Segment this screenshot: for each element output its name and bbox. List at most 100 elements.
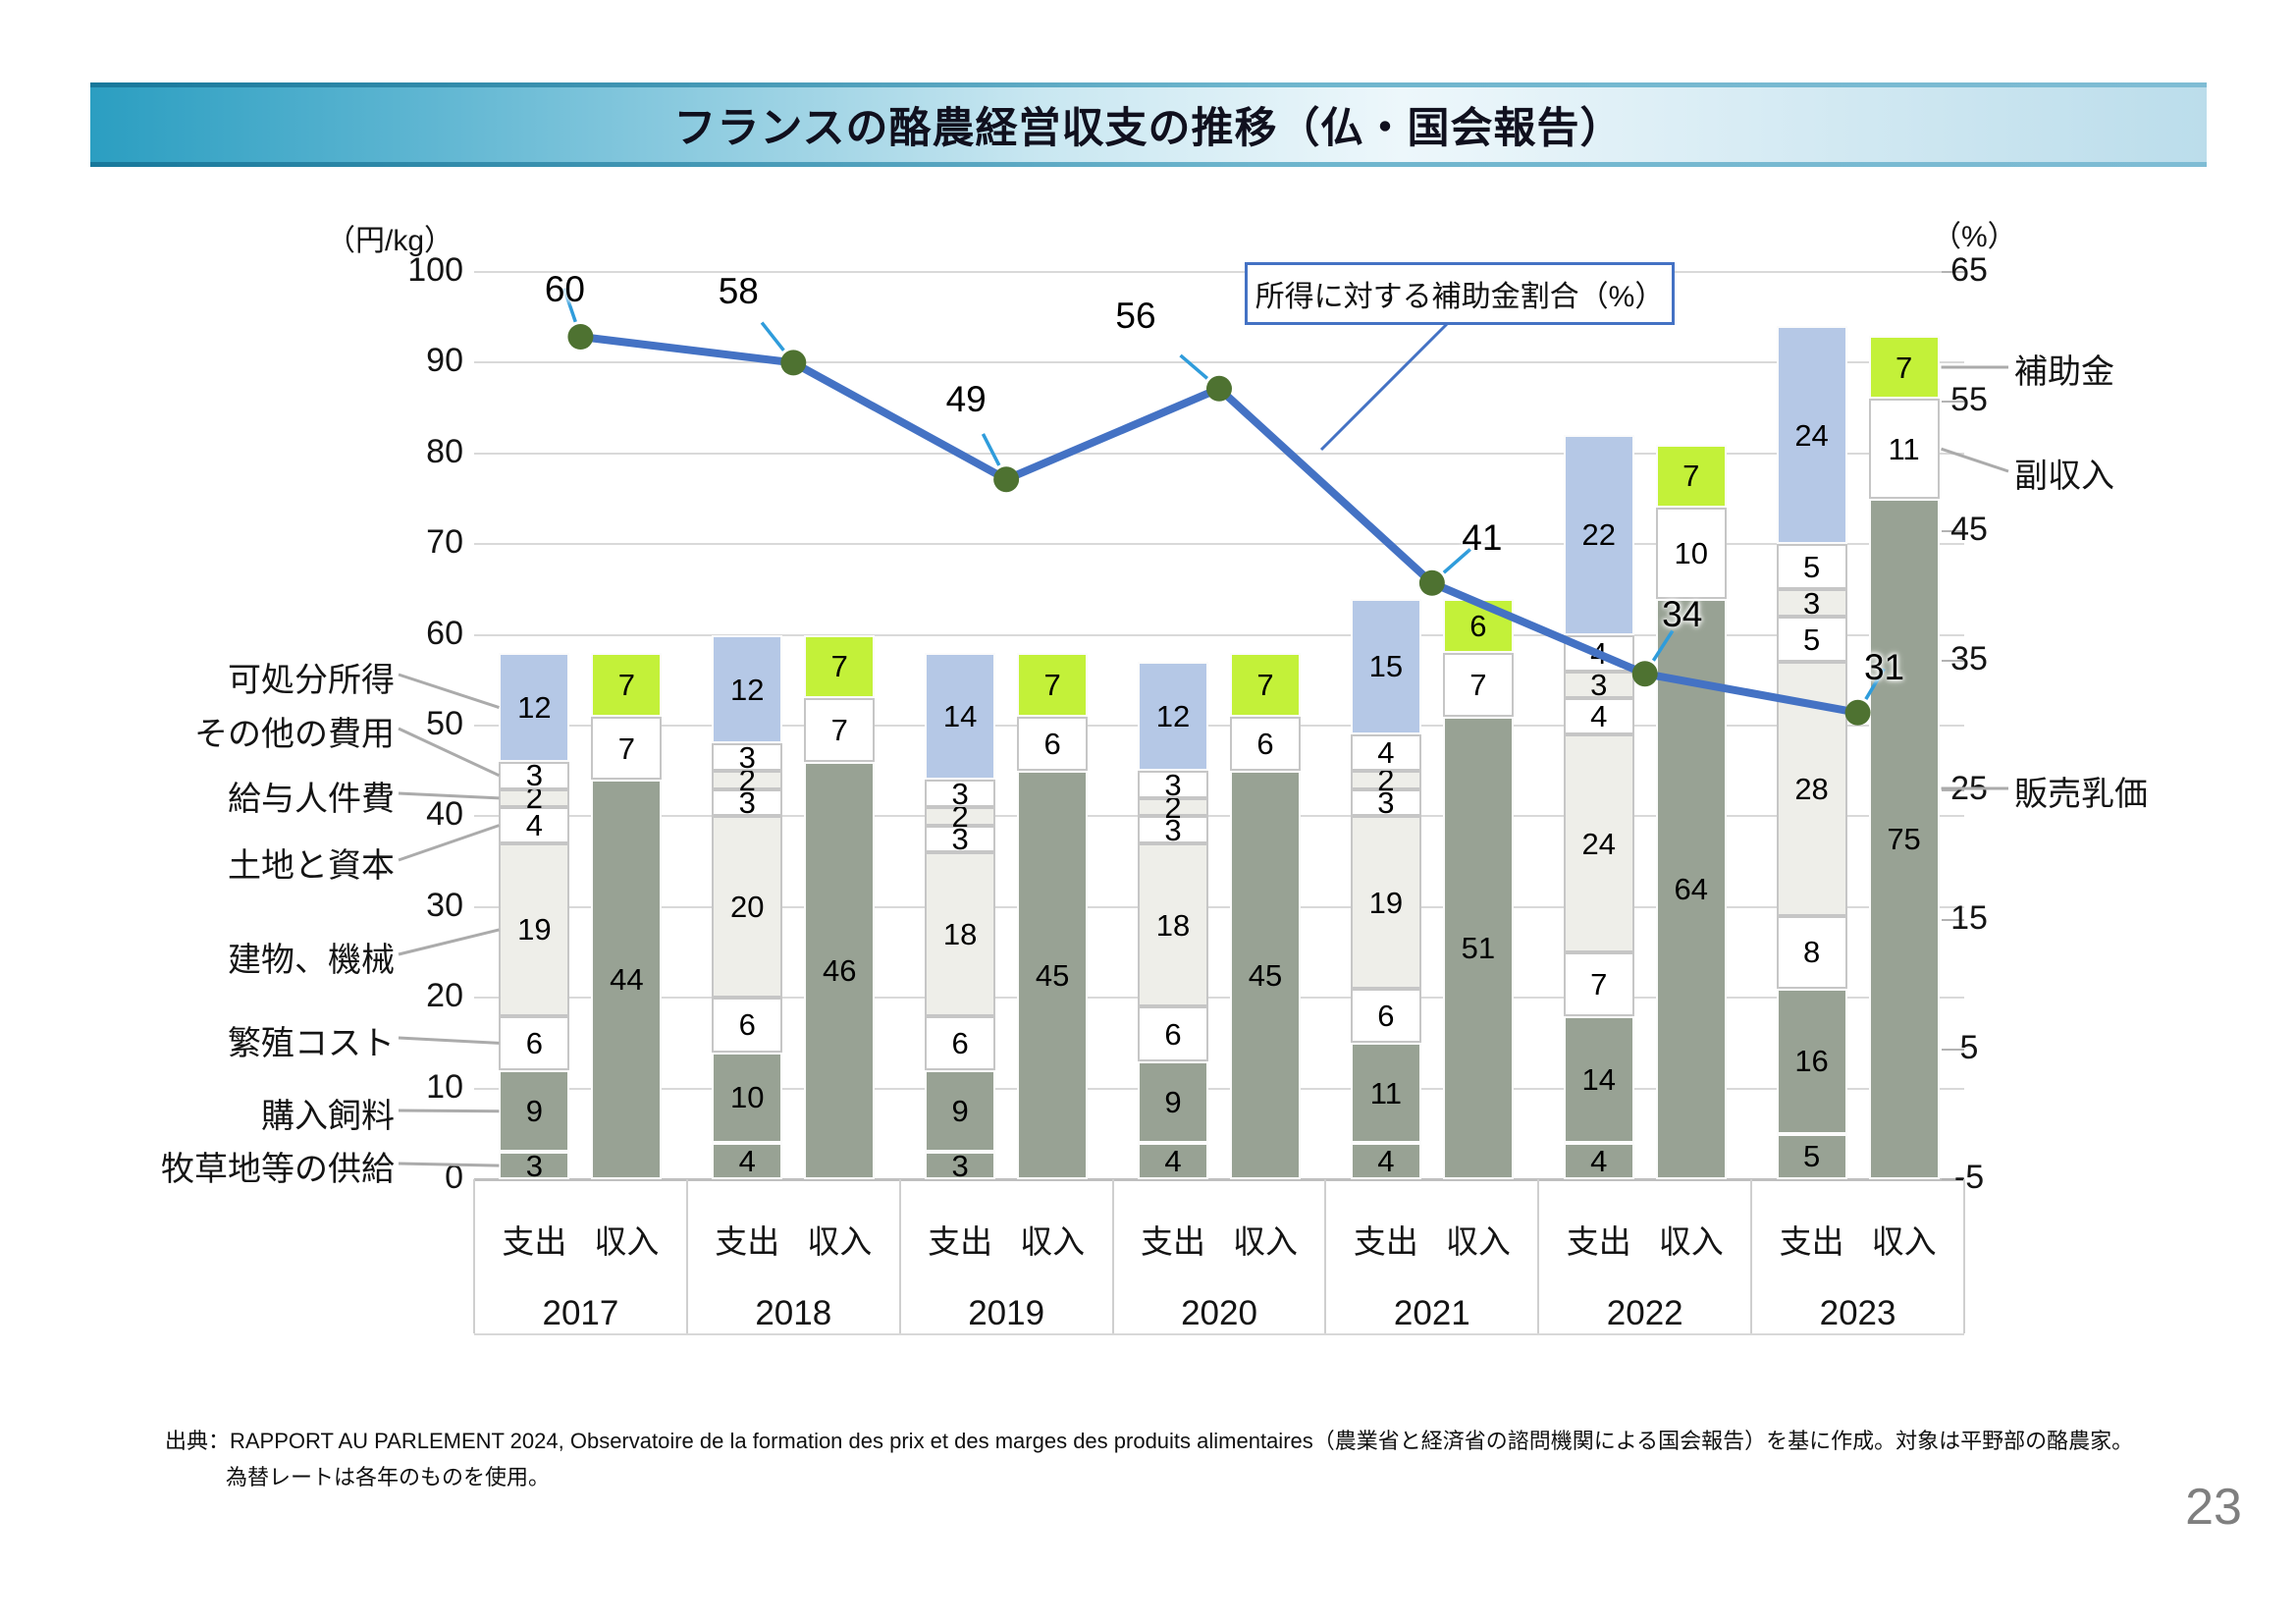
- category-separator: [1537, 1179, 1540, 1333]
- legend-label-income: 補助金: [2014, 353, 2114, 391]
- legend-label-expense: 牧草地等の供給: [161, 1151, 395, 1188]
- bar-segment-value: 7: [830, 649, 848, 684]
- bar-label-income: 収入: [1658, 1223, 1724, 1260]
- line-marker: [1418, 569, 1445, 596]
- bar-segment-value: 2: [525, 781, 544, 816]
- legend-label-expense: 可処分所得: [228, 662, 395, 699]
- expense-bar-segment: 3: [1138, 815, 1208, 845]
- expense-bar-segment: 14: [1563, 1015, 1634, 1144]
- right-axis-tick: [1942, 660, 1964, 662]
- gridline: [474, 997, 1964, 1000]
- bar-segment-value: 24: [1794, 417, 1829, 453]
- bar-segment-value: 2: [738, 762, 756, 797]
- expense-bar-segment: 3: [1776, 588, 1847, 619]
- year-label: 2021: [1393, 1294, 1470, 1332]
- bar-label-income: 収入: [1871, 1223, 1937, 1260]
- data-label-leader: [760, 321, 785, 352]
- expense-bar-segment: 4: [1563, 1143, 1634, 1179]
- left-axis-tick-label: 60: [426, 614, 463, 652]
- income-bar-segment: 51: [1442, 716, 1514, 1179]
- category-separator: [473, 1179, 475, 1333]
- bar-segment-value: 16: [1794, 1044, 1829, 1079]
- bar-segment-value: 4: [1590, 635, 1608, 671]
- category-separator: [1963, 1179, 1965, 1333]
- bar-segment-value: 18: [942, 917, 978, 952]
- expense-bar-segment: 22: [1563, 435, 1634, 635]
- bar-segment-value: 5: [1802, 549, 1821, 584]
- income-bar-segment: 45: [1017, 771, 1089, 1179]
- gridline: [474, 271, 1964, 273]
- line-data-label: 49: [945, 379, 987, 420]
- bar-segment-value: 4: [738, 1144, 756, 1178]
- bar-segment-value: 19: [517, 912, 552, 947]
- income-bar-segment: 7: [1017, 653, 1089, 717]
- income-bar-segment: 7: [1868, 335, 1940, 400]
- x-axis-line: [474, 1178, 1964, 1181]
- bar-segment-value: 2: [1164, 789, 1182, 825]
- bar-label-expense: 支出: [928, 1223, 993, 1260]
- bar-segment-value: 3: [1590, 667, 1608, 702]
- page-title: フランスの酪農経営収支の推移（仏・国会報告）: [673, 105, 1624, 152]
- year-label: 2023: [1819, 1294, 1896, 1332]
- right-axis-tick-label: 35: [1950, 640, 1988, 677]
- legend-label-expense: 給与人件費: [228, 781, 395, 818]
- bar-segment-value: 6: [525, 1025, 544, 1060]
- line-marker: [1631, 661, 1658, 687]
- bar-segment-value: 6: [1469, 608, 1487, 643]
- income-bar-segment: 7: [804, 698, 876, 762]
- bar-segment-value: 5: [1802, 1139, 1821, 1174]
- expense-bar-segment: 9: [1138, 1060, 1208, 1144]
- expense-bar-segment: 4: [1138, 1143, 1208, 1179]
- right-axis-title: （%）: [1932, 221, 2017, 253]
- left-axis-tick-label: 0: [445, 1159, 463, 1196]
- left-axis-tick-label: 10: [426, 1067, 463, 1106]
- bar-segment-value: 3: [738, 739, 756, 775]
- expense-bar-segment: 4: [1563, 634, 1634, 672]
- gridline: [474, 361, 1964, 364]
- bar-label-income: 収入: [1233, 1223, 1298, 1260]
- gridline: [474, 905, 1964, 908]
- bar-label-expense: 支出: [1779, 1223, 1844, 1260]
- bar-segment-value: 24: [1581, 826, 1616, 861]
- legend-label-expense: その他の費用: [194, 716, 395, 753]
- gridline: [474, 1087, 1964, 1090]
- year-label: 2018: [755, 1294, 832, 1332]
- bar-segment-value: 4: [1377, 735, 1395, 771]
- expense-bar-segment: 3: [1350, 785, 1421, 821]
- expense-bar-segment: 4: [499, 807, 570, 844]
- bar-label-expense: 支出: [1141, 1223, 1205, 1260]
- bar-segment-value: 7: [617, 667, 636, 702]
- right-axis-tick-label: 45: [1950, 511, 1988, 548]
- bar-segment-value: 4: [1377, 1144, 1395, 1178]
- line-data-label: 58: [718, 271, 759, 312]
- gridline: [474, 633, 1964, 636]
- legend-label-expense: 繁殖コスト: [228, 1025, 395, 1062]
- bar-segment-value: 12: [730, 672, 765, 707]
- category-separator: [1324, 1179, 1327, 1333]
- bar-segment-value: 8: [1802, 935, 1821, 970]
- expense-bar-segment: 5: [1776, 544, 1847, 590]
- expense-bar-segment: 12: [499, 653, 570, 762]
- bar-segment-value: 7: [1590, 966, 1608, 1001]
- expense-bar-segment: 12: [712, 634, 783, 744]
- bar-segment-value: 44: [610, 962, 644, 998]
- left-axis-tick-label: 100: [407, 251, 463, 289]
- bar-label-income: 収入: [1445, 1223, 1511, 1260]
- bar-segment-value: 14: [942, 699, 978, 734]
- bar-segment-value: 6: [951, 1025, 969, 1060]
- right-axis-tick-label: 65: [1950, 251, 1988, 289]
- bar-segment-value: 3: [1377, 785, 1395, 821]
- bar-segment-value: 6: [1377, 999, 1395, 1034]
- line-marker: [993, 466, 1020, 493]
- expense-bar-segment: 19: [1350, 816, 1421, 989]
- expense-bar-segment: 3: [1563, 667, 1634, 702]
- bar-segment-value: 5: [1802, 622, 1821, 657]
- line-marker: [1206, 375, 1232, 402]
- expense-bar-segment: 12: [1138, 662, 1208, 772]
- expense-bar-segment: 3: [925, 824, 996, 854]
- income-bar-segment: 11: [1868, 399, 1940, 499]
- bar-label-expense: 支出: [715, 1223, 780, 1260]
- income-bar-segment: 7: [591, 653, 663, 717]
- year-label: 2017: [542, 1294, 619, 1332]
